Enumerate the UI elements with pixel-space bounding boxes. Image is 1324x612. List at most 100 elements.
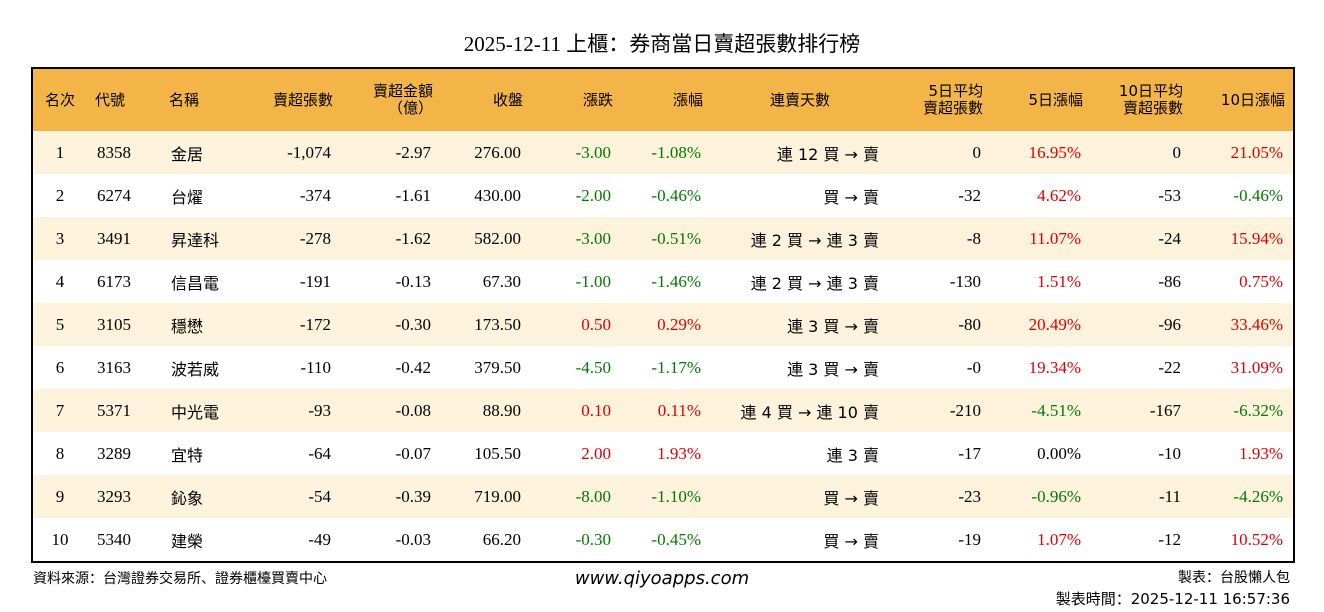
table-cell: 20.49% xyxy=(991,303,1091,346)
table-cell: 6274 xyxy=(97,185,131,205)
table-cell: 台燿 xyxy=(171,187,204,207)
table-cell: -1.00 xyxy=(575,271,611,291)
table-cell: 31.09% xyxy=(1230,357,1283,377)
table-cell: 6 xyxy=(55,357,65,377)
table-cell: -172 xyxy=(246,303,341,346)
table-cell: -80 xyxy=(889,303,991,346)
table-cell: -0.96% xyxy=(991,475,1091,518)
table-cell: 昇達科 xyxy=(161,217,246,260)
table-cell: -4.51% xyxy=(991,389,1091,432)
table-cell: -4.26% xyxy=(1191,475,1294,518)
table-cell: -278 xyxy=(246,217,341,260)
table-cell: 33.46% xyxy=(1191,303,1294,346)
table-cell: 379.50 xyxy=(474,357,521,377)
table-cell: -0.07 xyxy=(395,443,431,463)
table-cell: -8.00 xyxy=(531,475,621,518)
table-cell: -19 xyxy=(958,529,981,549)
table-cell: 6173 xyxy=(97,271,131,291)
table-cell: -93 xyxy=(246,389,341,432)
table-cell: 買 → 賣 xyxy=(711,475,889,518)
table-row: 3 3491 昇達科 -278 -1.62 582.00 -3.00 -0.51% 連 2 買 … xyxy=(32,217,1294,260)
table-cell: 連 3 買 → 賣 xyxy=(787,359,879,379)
source-note: 資料來源：台灣證券交易所、證券櫃檯買賣中心 xyxy=(33,571,327,587)
column-header: 漲幅 xyxy=(621,68,711,131)
table-cell: 88.90 xyxy=(441,389,531,432)
table-cell: -3.00 xyxy=(531,131,621,174)
table-cell: 連 3 賣 xyxy=(826,445,879,465)
table-cell: 連 2 買 → 連 3 賣 xyxy=(711,217,889,260)
table-cell: 1 xyxy=(32,131,87,174)
table-cell: -8 xyxy=(889,217,991,260)
table-row: 6 3163 波若威 -110 -0.42 379.50 -4.50 -1.17% 連 3 買 … xyxy=(32,346,1294,389)
table-cell: 5340 xyxy=(97,529,131,549)
table-cell: -1.46% xyxy=(651,271,701,291)
column-header: 賣超金額 （億） xyxy=(341,68,441,131)
title: 2025-12-11 上櫃：券商當日賣超張數排行榜 xyxy=(463,32,861,56)
table-row: 1 8358 金居 -1,074 -2.97 276.00 -3.00 -1.08% 連 12 … xyxy=(32,131,1294,174)
table-body: 1 8358 金居 -1,074 -2.97 276.00 -3.00 -1.08% 連 12 … xyxy=(32,131,1294,562)
table-cell: 3293 xyxy=(87,475,161,518)
table-cell: 0 xyxy=(889,131,991,174)
table-cell: 買 → 賣 xyxy=(823,187,879,207)
table-cell: 波若威 xyxy=(171,359,220,379)
table-cell: 105.50 xyxy=(474,443,521,463)
table-cell: -11 xyxy=(1091,475,1191,518)
table-cell: 鈊象 xyxy=(161,475,246,518)
table-row: 9 3293 鈊象 -54 -0.39 719.00 -8.00 -1.10% 買 → 賣 -23… xyxy=(32,475,1294,518)
table-cell: -210 xyxy=(889,389,991,432)
table-cell: -6.32% xyxy=(1191,389,1294,432)
table-cell: 7 xyxy=(32,389,87,432)
table-cell: 0.75% xyxy=(1239,271,1283,291)
column-header: 10日平均 賣超張數 xyxy=(1091,68,1191,131)
column-header: 名次 xyxy=(32,68,87,131)
table-cell: 719.00 xyxy=(441,475,531,518)
table-cell: -10 xyxy=(1158,443,1181,463)
table-cell: -2.00 xyxy=(575,185,611,205)
table-cell: -96 xyxy=(1091,303,1191,346)
table-cell: -1.10% xyxy=(621,475,711,518)
table-cell: 0 xyxy=(1091,131,1191,174)
table-cell: -167 xyxy=(1091,389,1191,432)
table-row: 7 5371 中光電 -93 -0.08 88.90 0.10 0.11% 連 4 買 → 連 … xyxy=(32,389,1294,432)
table-cell: -24 xyxy=(1091,217,1191,260)
table-cell: 15.94% xyxy=(1191,217,1294,260)
table-cell: 3105 xyxy=(87,303,161,346)
table-cell: 3491 xyxy=(87,217,161,260)
table-cell: 582.00 xyxy=(441,217,531,260)
table-cell: 1.93% xyxy=(1239,443,1283,463)
table-cell: -12 xyxy=(1158,529,1181,549)
table-cell: 9 xyxy=(32,475,87,518)
table-cell: 0.50 xyxy=(531,303,621,346)
table-cell: 19.34% xyxy=(1028,357,1081,377)
table-cell: 連 3 買 → 賣 xyxy=(711,303,889,346)
table-cell: 連 4 買 → 連 10 賣 xyxy=(711,389,889,432)
table-cell: 買 → 賣 xyxy=(823,531,879,551)
table-cell: -49 xyxy=(308,529,331,549)
table-cell: -0.45% xyxy=(651,529,701,549)
table-cell: -0.30 xyxy=(341,303,441,346)
table-cell: -4.50 xyxy=(575,357,611,377)
table-cell: -1.61 xyxy=(395,185,431,205)
table-cell: -0.13 xyxy=(395,271,431,291)
maker: 製表：台股懶人包 xyxy=(1178,570,1290,586)
table-row: 10 5340 建榮 -49 -0.03 66.20 -0.30 -0.45% 買 → 賣 -19… xyxy=(32,518,1294,562)
table-cell: 0.00% xyxy=(1037,443,1081,463)
table-cell: 3163 xyxy=(97,357,131,377)
table-cell: -2.97 xyxy=(341,131,441,174)
table-cell: 67.30 xyxy=(482,271,521,291)
table-cell: -0.08 xyxy=(341,389,441,432)
table-cell: 173.50 xyxy=(441,303,531,346)
table-cell: 穩懋 xyxy=(161,303,246,346)
ranking-table: 名次 代號 名稱 賣超張數 賣超金額 （億） 收盤 漲跌 漲幅 連賣天數 5日平均 賣超張數 5日漲… xyxy=(31,67,1295,563)
table-cell: 1.93% xyxy=(657,443,701,463)
table-cell: -0.30 xyxy=(575,529,611,549)
table-cell: 2 xyxy=(55,185,65,205)
table-cell: -0.39 xyxy=(341,475,441,518)
table-cell: -374 xyxy=(299,185,331,205)
table-cell: -1.62 xyxy=(341,217,441,260)
table-cell: 21.05% xyxy=(1191,131,1294,174)
header-row: 名次 代號 名稱 賣超張數 賣超金額 （億） 收盤 漲跌 漲幅 連賣天數 5日平均 賣超張數 5日漲… xyxy=(32,68,1294,131)
table-cell: 8 xyxy=(55,443,65,463)
column-header: 連賣天數 xyxy=(711,68,889,131)
